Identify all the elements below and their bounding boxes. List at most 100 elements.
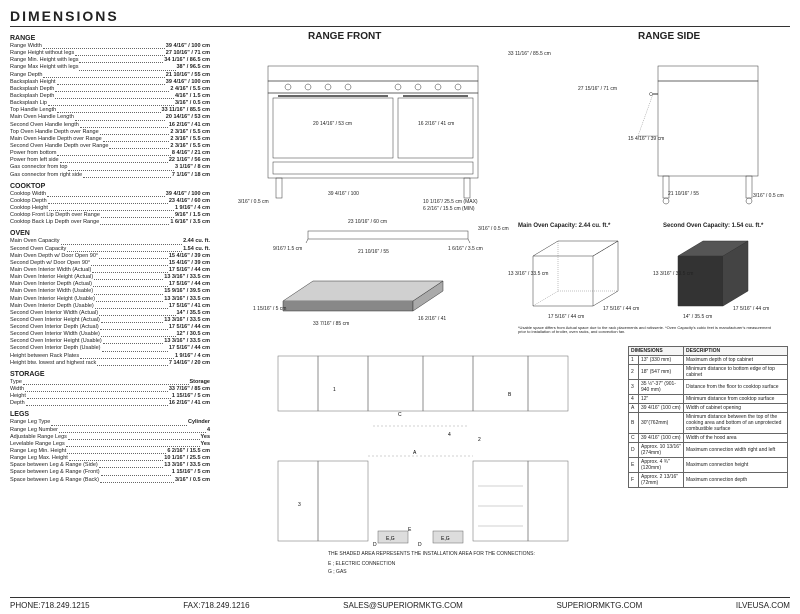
svg-text:3: 3 — [298, 502, 301, 508]
sec-cap-label: Second Oven Capacity: 1.54 cu. ft.* — [663, 223, 763, 229]
spec-row: TypeStorage — [10, 379, 210, 386]
diagrams-column: RANGE FRONT RANGE SIDE — [218, 31, 790, 591]
spec-row: Second Oven Interior Depth (Actual)17 5/… — [10, 324, 210, 331]
table-row: 412"Minimum distance from cooktop surfac… — [629, 395, 788, 404]
range-front-diagram — [238, 46, 508, 206]
spec-row: Power from bottom8 4/16" / 21 cm — [10, 150, 210, 157]
spec-row: Width33 7/16" / 85 cm — [10, 386, 210, 393]
dim-leg-max: 10 1/16"/ 25.5 cm (MAX) — [423, 199, 478, 205]
spec-row: Main Oven Interior Width (Usable)15 9/16… — [10, 288, 210, 295]
section-head-storage: STORAGE — [10, 371, 210, 378]
range-side-diagram — [598, 46, 778, 206]
svg-text:C: C — [398, 412, 402, 418]
spec-row: Gas connector from right side7 1/16" / 1… — [10, 172, 210, 179]
spec-row: Cooktop Height1 9/16" / 4 cm — [10, 205, 210, 212]
spec-row: Range Leg Min. Height6 2/16" / 15.5 cm — [10, 448, 210, 455]
dim-ct-s2: 1 6/16" / 3.5 cm — [448, 246, 483, 252]
table-row: 218" (547 mm)Minimum distance to bottom … — [629, 365, 788, 380]
dim-main-handle: 20 14/16" / 53 cm — [313, 121, 352, 127]
spec-row: Cooktop Depth23 4/16" / 60 cm — [10, 198, 210, 205]
footer-fax: FAX:718.249.1216 — [183, 601, 249, 610]
iso-m-w: 17 5/16" / 44 cm — [548, 314, 584, 320]
dim-dr-h: 1 15/16" / 5 cm — [253, 306, 286, 312]
spec-row: Second Oven Handle Depth over Range2 3/1… — [10, 143, 210, 150]
spec-row: Main Oven Interior Depth (Usable)17 5/16… — [10, 303, 210, 310]
dim-ct-lip: 3/16" / 0.5 cm — [478, 226, 509, 232]
spec-row: Top Oven Handle Depth over Range2 3/16" … — [10, 129, 210, 136]
dim-dr-d: 16 2/16" / 41 — [418, 316, 446, 322]
table-row: A39 4/16" (100 cm)Width of cabinet openi… — [629, 404, 788, 413]
dim-width: 39 4/16" / 100 — [328, 191, 359, 197]
spec-row: Range Depth21 10/16" / 55 cm — [10, 72, 210, 79]
spec-row: Range Leg TypeCylinder — [10, 419, 210, 426]
conn-g: G ; GAS — [328, 569, 347, 575]
footer-web: SUPERIORMKTG.COM — [556, 601, 642, 610]
dim-sec-handle: 16 2/16" / 41 cm — [418, 121, 454, 127]
spec-row: Cooktop Front Lip Depth over Range9/16" … — [10, 212, 210, 219]
iso-s-d: 17 5/16" / 44 cm — [733, 306, 769, 312]
spec-row: Second Oven Interior Width (Actual)14" /… — [10, 310, 210, 317]
spec-row: Range Max Height with legs38" / 96.5 cm — [10, 64, 210, 71]
spec-row: Main Oven Handle Length20 14/16" / 53 cm — [10, 114, 210, 121]
spec-row: Main Oven Interior Width (Actual)17 5/16… — [10, 267, 210, 274]
dim-lip-f: 3/16" / 0.5 cm — [238, 199, 269, 205]
cooktop-diagram — [288, 221, 488, 261]
spec-row: Range Leg Max. Height10 1/16" / 25.5 cm — [10, 455, 210, 462]
footer-logo: ILVEUSA.COM — [736, 601, 790, 610]
spec-row: Range Leg Number4 — [10, 427, 210, 434]
spec-row: Gas connector from top3 1/16" / 8 cm — [10, 164, 210, 171]
spec-row: Second Oven Interior Width (Usable)12" /… — [10, 331, 210, 338]
footer-email: SALES@SUPERIORMKTG.COM — [343, 601, 463, 610]
dim-top: 33 11/16" / 85.5 cm — [508, 51, 551, 57]
svg-text:4: 4 — [448, 432, 451, 438]
spec-row: Main Oven Handle Depth over Range2 3/16"… — [10, 136, 210, 143]
install-note: THE SHADED AREA REPRESENTS THE INSTALLAT… — [328, 551, 535, 557]
range-side-title: RANGE SIDE — [638, 31, 700, 42]
spec-row: Cooktop Back Lip Depth over Range1 6/16"… — [10, 219, 210, 226]
install-diagram: C 1 B 4 2 A 3 E,G E,G D D — [258, 346, 618, 566]
dim-leg-min: 6 2/16" / 15.5 cm (MIN) — [423, 206, 475, 212]
svg-text:A: A — [413, 450, 417, 456]
specs-column: RANGERange Width39 4/16" / 100 cmRange H… — [10, 31, 210, 591]
spec-row: Backsplash Lip3/16" / 0.5 cm — [10, 100, 210, 107]
spec-row: Range Min. Height with legs34 1/16" / 86… — [10, 57, 210, 64]
section-head-range: RANGE — [10, 35, 210, 42]
svg-text:E: E — [408, 527, 412, 533]
spec-row: Power from left side22 1/16" / 56 cm — [10, 157, 210, 164]
spec-row: Second Depth w/ Door Open 90°15 4/16" / … — [10, 260, 210, 267]
section-head-legs: LEGS — [10, 411, 210, 418]
range-front-title: RANGE FRONT — [308, 31, 381, 42]
footer: PHONE:718.249.1215 FAX:718.249.1216 SALE… — [10, 597, 790, 610]
dim-side-lip: 3/16" / 0.5 cm — [753, 193, 784, 199]
spec-row: Second Oven Interior Height (Usable)13 3… — [10, 338, 210, 345]
spec-row: Second Oven Handle length16 2/16" / 41 c… — [10, 122, 210, 129]
dim-ct-s1: 9/16"/ 1.5 cm — [273, 246, 302, 252]
svg-text:2: 2 — [478, 437, 481, 443]
svg-text:B: B — [508, 392, 512, 398]
spec-row: Main Oven Interior Height (Actual)13 3/1… — [10, 274, 210, 281]
spec-row: Main Oven Interior Depth (Actual)17 5/16… — [10, 281, 210, 288]
dim-table: DIMENSIONSDESCRIPTION 113" (330 mm)Maxim… — [628, 346, 788, 488]
dim-dr-w: 33 7/16" / 85 cm — [313, 321, 349, 327]
dim-side-handle: 15 4/16" / 39 cm — [628, 136, 664, 142]
spec-row: Backsplash Height39 4/16" / 100 cm — [10, 79, 210, 86]
table-row: 113" (330 mm)Maximum depth of top cabine… — [629, 356, 788, 365]
dim-side-d: 21 10/16" / 55 — [668, 191, 699, 197]
section-head-oven: OVEN — [10, 230, 210, 237]
dim-ct-w: 23 10/16" / 60 cm — [348, 219, 387, 225]
spec-row: Height1 15/16" / 5 cm — [10, 393, 210, 400]
iso-m-d: 17 5/16" / 44 cm — [603, 306, 639, 312]
table-row: 335 ½"-37" (901-940 mm)Distance from the… — [629, 380, 788, 395]
spec-row: Depth16 2/16" / 41 cm — [10, 400, 210, 407]
svg-text:E,G: E,G — [386, 536, 395, 542]
iso-s-w: 14" / 35.5 cm — [683, 314, 712, 320]
main-cap-label: Main Oven Capacity: 2.44 cu. ft.* — [518, 223, 610, 229]
svg-text:D: D — [418, 542, 422, 548]
spec-row: Main Oven Depth w/ Door Open 90°15 4/16"… — [10, 253, 210, 260]
dim-ct-d: 21 10/16" / 55 — [358, 249, 389, 255]
footer-phone: PHONE:718.249.1215 — [10, 601, 90, 610]
spec-row: Second Oven Interior Depth (Usable)17 5/… — [10, 345, 210, 352]
spec-row: Range Width39 4/16" / 100 cm — [10, 43, 210, 50]
spec-row: Space between Leg & Range (Front)1 15/16… — [10, 469, 210, 476]
section-head-cooktop: COOKTOP — [10, 183, 210, 190]
